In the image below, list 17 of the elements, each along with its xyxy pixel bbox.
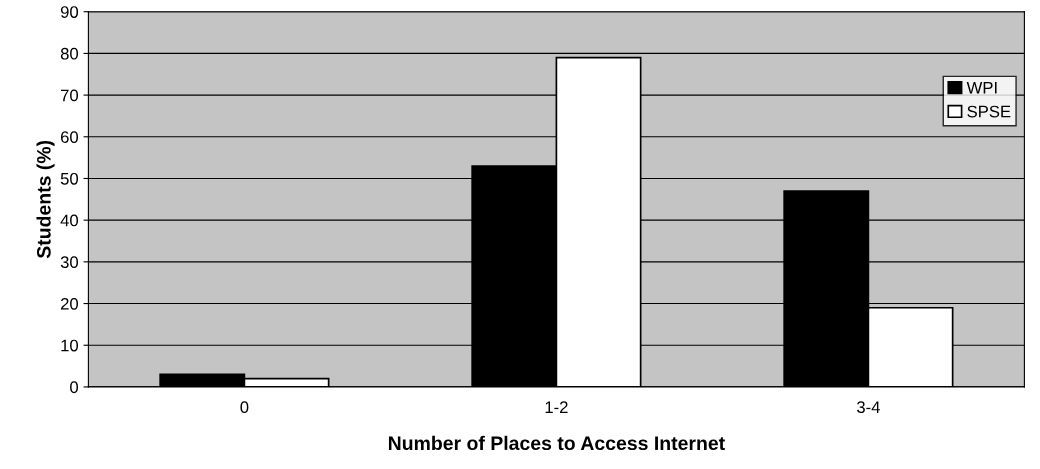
x-tick-label: 3-4 <box>856 401 880 414</box>
x-tick-label: 0 <box>240 401 249 414</box>
legend-label: SPSE <box>967 105 1011 118</box>
y-tick-label: 90 <box>60 6 79 18</box>
y-tick-label: 60 <box>60 131 79 143</box>
x-axis-title: Number of Places to Access Internet <box>388 435 725 451</box>
y-tick-label: 30 <box>60 256 79 269</box>
legend-label: WPI <box>966 81 997 94</box>
y-tick-label: 40 <box>60 214 79 227</box>
y-axis-title: Students (%) <box>36 140 55 259</box>
y-tick-label: 50 <box>60 172 79 185</box>
y-tick-label: 20 <box>60 297 79 310</box>
y-tick-label: 0 <box>70 381 79 394</box>
y-tick-label: 70 <box>61 89 79 102</box>
y-tick-label: 10 <box>61 339 79 352</box>
x-tick-label: 1-2 <box>545 401 568 413</box>
y-tick-label: 80 <box>60 47 79 60</box>
